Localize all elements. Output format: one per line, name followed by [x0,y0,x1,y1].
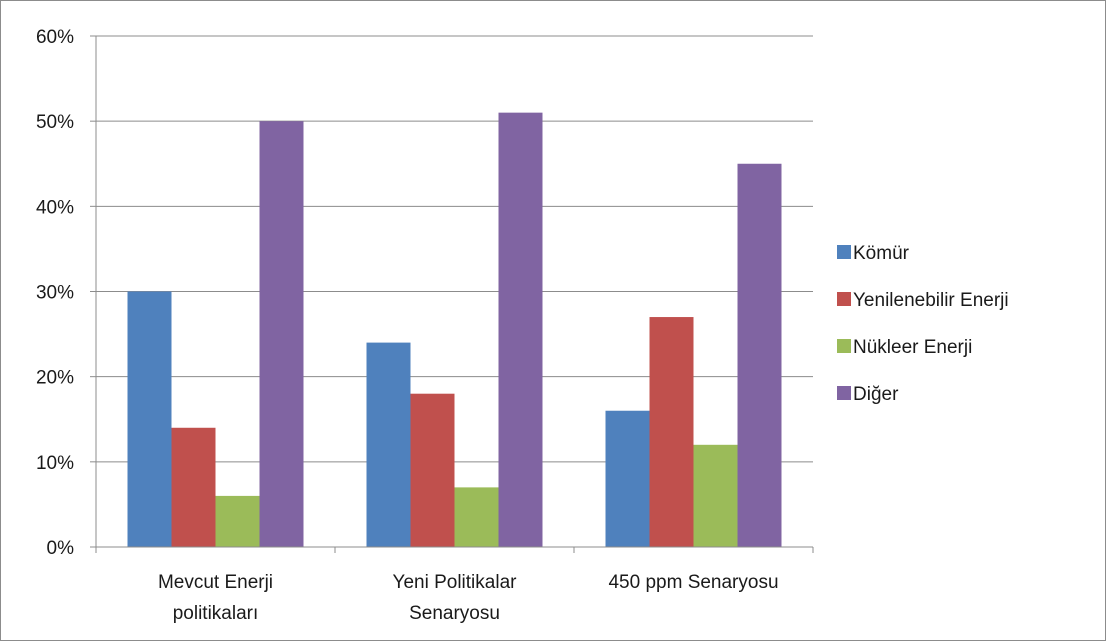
axes [90,35,814,553]
bar [171,427,216,547]
y-tick-labels: 0% 10% 20% 30% 40% 50% 60% [36,27,74,559]
bar [605,410,650,547]
bar [693,444,738,547]
legend: Kömür Yenilenebilir Enerji Nükleer Enerji D… [837,243,1009,405]
y-tick-label: 30% [36,283,74,304]
x-tick-label: politikaları [173,603,259,624]
legend-label: Nükleer Enerji [853,337,972,358]
y-tick-label: 60% [36,27,74,48]
x-tick-labels: Mevcut Enerji politikaları Yeni Politikala… [158,572,779,624]
bar [366,342,411,547]
x-tick-label: Mevcut Enerji [158,572,273,593]
legend-label: Diğer [853,384,899,405]
y-tick-label: 20% [36,368,74,389]
bar [410,393,455,547]
y-tick-label: 0% [47,538,75,559]
bar [259,121,304,548]
legend-swatch [837,245,851,259]
legend-label: Yenilenebilir Enerji [853,290,1009,311]
legend-label: Kömür [853,243,910,264]
bar [498,112,543,548]
bar [127,291,172,547]
y-tick-label: 10% [36,453,74,474]
y-tick-label: 50% [36,112,74,133]
x-tick-label: Senaryosu [409,603,500,624]
x-tick-label: 450 ppm Senaryosu [608,572,778,593]
bars [127,112,782,548]
legend-swatch [837,292,851,306]
y-tick-label: 40% [36,197,74,218]
legend-swatch [837,386,851,400]
bar [649,317,694,547]
bar [737,163,782,547]
legend-swatch [837,339,851,353]
bar [215,495,260,547]
x-tick-label: Yeni Politikalar [393,572,518,593]
bar [454,487,499,547]
